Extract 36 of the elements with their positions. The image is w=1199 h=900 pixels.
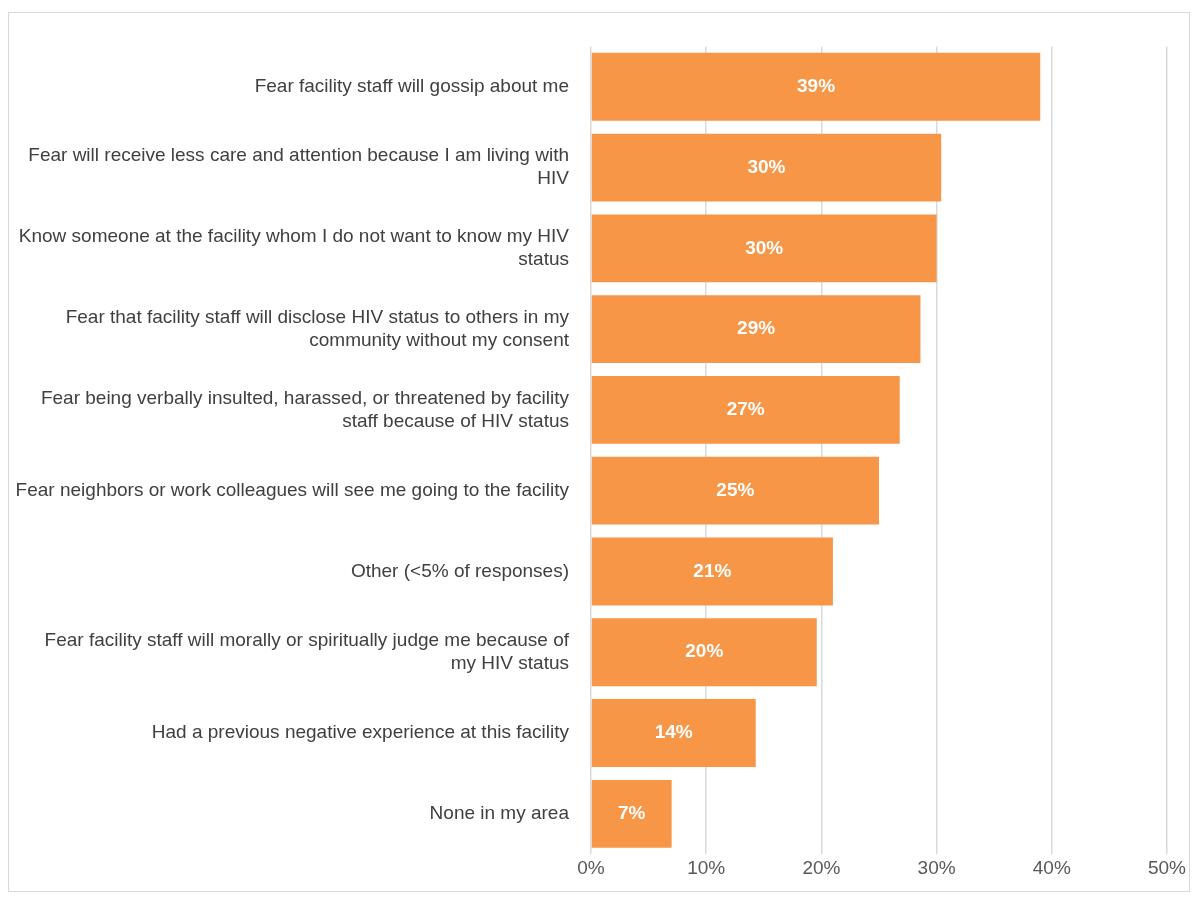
data-label: 39%	[796, 75, 836, 97]
bar	[591, 295, 921, 364]
data-label: 7%	[617, 802, 646, 824]
data-label: 30%	[747, 155, 786, 177]
bar	[591, 779, 672, 848]
data-label: 25%	[716, 478, 755, 500]
data-label: 30%	[745, 236, 784, 258]
x-tick-label: 0%	[577, 856, 605, 878]
y-tick-label: Fear facility staff will gossip about me	[254, 75, 569, 97]
data-label: 14%	[654, 721, 693, 743]
x-tick-label: 10%	[687, 856, 726, 878]
y-tick-label: Fear facility staff will morally or spiritually judge me because of my HIV status	[44, 629, 570, 673]
y-tick-label: Fear that facility staff will disclose HIV status to others in my community without my consent	[65, 305, 570, 350]
data-label: 29%	[737, 317, 776, 339]
data-label: 21%	[693, 559, 732, 581]
x-tick-label: 50%	[1147, 856, 1187, 878]
bar	[591, 133, 942, 202]
bar	[591, 537, 833, 606]
bar	[591, 375, 900, 444]
y-tick-label: None in my area	[429, 802, 570, 824]
bar	[591, 699, 756, 767]
x-tick-label: 40%	[1032, 856, 1071, 878]
y-tick-label: Know someone at the facility whom I do not want to know my HIV status	[18, 225, 570, 269]
x-tick-label: 30%	[917, 856, 956, 878]
y-tick-label: Fear neighbors or work colleagues will see me going to the facility	[15, 478, 570, 500]
data-label: 27%	[726, 398, 765, 420]
bar	[591, 52, 1041, 121]
y-tick-label: Had a previous negative experience at this facility	[151, 721, 570, 743]
y-tick-label: Fear being verbally insulted, harassed, or threatened by facility staff because of HIV status	[40, 386, 570, 431]
x-tick-label: 20%	[802, 856, 841, 878]
bar	[591, 618, 817, 687]
bar	[591, 214, 937, 283]
data-label: 20%	[685, 640, 724, 662]
y-tick-label: Other (<5% of responses)	[350, 559, 569, 581]
y-tick-label: Fear will receive less care and attention because I am living with HIV	[28, 144, 570, 189]
bar	[591, 456, 879, 525]
